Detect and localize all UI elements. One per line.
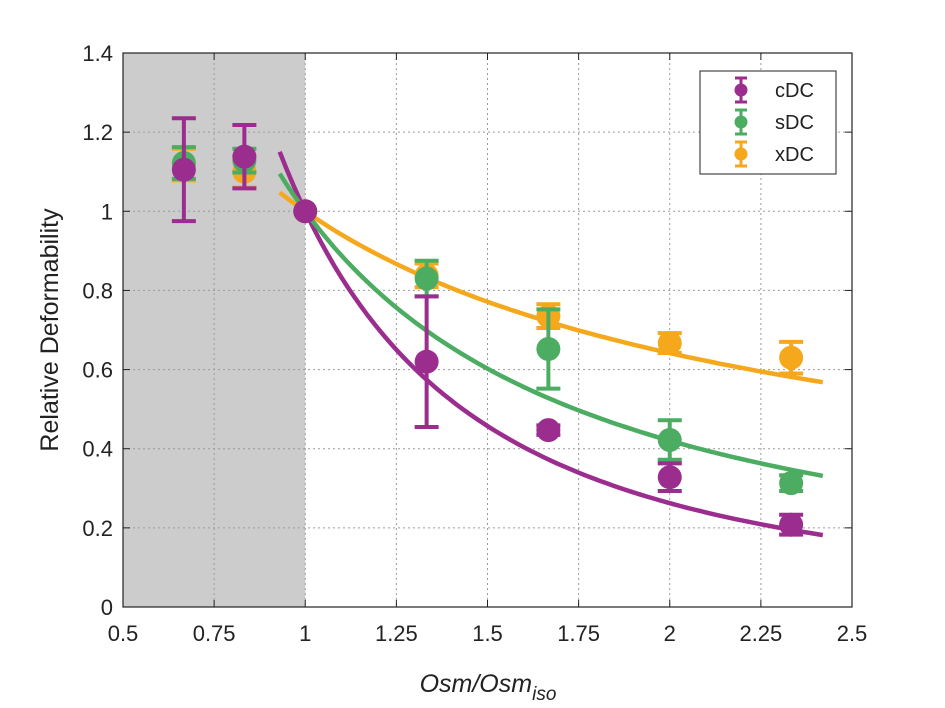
legend-item-cDC: cDC — [734, 76, 814, 104]
fit-curve-sDC — [277, 172, 824, 479]
legend-label: cDC — [775, 80, 814, 102]
x-tick-label: 0.75 — [193, 621, 236, 646]
grid — [123, 53, 852, 607]
data-point-sDC — [779, 471, 804, 496]
data-point-cDC — [171, 157, 196, 182]
y-tick-label: 1 — [101, 199, 113, 224]
x-tick-label: 2.25 — [739, 621, 782, 646]
y-tick-label: 0.6 — [82, 358, 113, 383]
x-tick-label: 2 — [664, 621, 676, 646]
fit-curve-cDC — [277, 150, 824, 538]
legend-marker — [734, 83, 748, 97]
legend-marker — [734, 147, 748, 161]
data-point-sDC — [414, 266, 439, 291]
data-point-cDC — [536, 418, 561, 443]
axis-ticks — [122, 52, 853, 608]
x-tick-label: 1.75 — [557, 621, 600, 646]
series-cDC — [171, 116, 804, 537]
data-point-cDC — [293, 199, 318, 224]
data-points — [171, 116, 804, 537]
data-point-cDC — [657, 465, 682, 490]
x-tick-label: 2.5 — [837, 621, 868, 646]
x-axis-title-main: Osm/Osm — [420, 670, 533, 698]
legend-box — [699, 70, 837, 175]
data-point-sDC — [536, 336, 561, 361]
data-point-cDC — [232, 144, 257, 169]
legend-item-xDC: xDC — [734, 140, 814, 168]
data-point-xDC — [779, 345, 804, 370]
x-tick-label: 1.5 — [472, 621, 503, 646]
x-tick-label: 1.25 — [375, 621, 418, 646]
legend-item-sDC: sDC — [734, 108, 814, 136]
y-tick-label: 0.4 — [82, 437, 113, 462]
x-axis-title-sub: iso — [532, 684, 556, 705]
y-tick-labels: 0 0.2 0.4 0.6 0.8 1 1.2 1.4 — [82, 41, 113, 620]
y-tick-label: 0.2 — [82, 516, 113, 541]
data-point-cDC — [779, 512, 804, 537]
x-tick-label: 0.5 — [108, 621, 139, 646]
legend-marker — [734, 115, 748, 129]
x-tick-labels: 0.5 0.75 1 1.25 1.5 1.75 2 2.25 2.5 — [108, 621, 868, 646]
x-tick-label: 1 — [299, 621, 311, 646]
data-point-sDC — [657, 428, 682, 453]
x-axis-title: Osm/Osmiso — [420, 670, 557, 705]
y-axis-title: Relative Deformability — [36, 208, 64, 452]
legend-label: sDC — [775, 112, 814, 134]
data-point-cDC — [414, 349, 439, 374]
legend-label: xDC — [775, 144, 814, 166]
y-tick-label: 0 — [101, 595, 113, 620]
y-tick-label: 1.4 — [82, 41, 113, 66]
y-tick-label: 0.8 — [82, 278, 113, 303]
y-tick-label: 1.2 — [82, 120, 113, 145]
legend: cDC sDC xDC — [699, 70, 837, 175]
data-point-xDC — [657, 331, 682, 356]
